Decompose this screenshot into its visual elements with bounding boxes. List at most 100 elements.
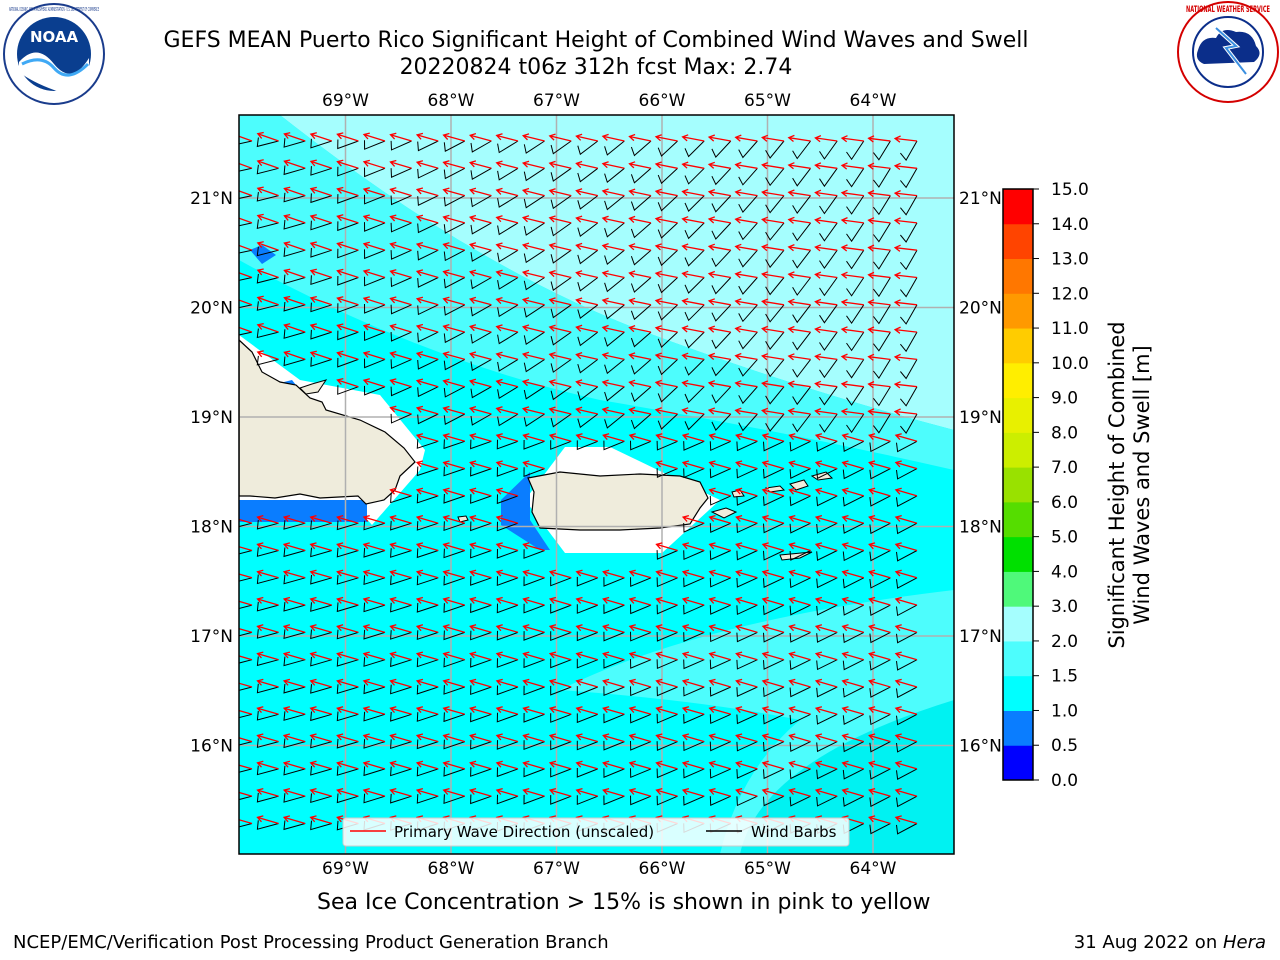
wind-barb bbox=[470, 413, 492, 426]
wave-direction-arrow bbox=[548, 733, 572, 743]
map-plot-area bbox=[239, 115, 954, 854]
wind-barb bbox=[816, 440, 838, 452]
wind-barb bbox=[603, 686, 625, 697]
wave-direction-arrow bbox=[814, 326, 838, 334]
wind-barb bbox=[869, 631, 891, 644]
wind-barb bbox=[792, 359, 811, 378]
wind-barb bbox=[736, 495, 758, 506]
wind-barb bbox=[310, 520, 332, 530]
wave-direction-arrow bbox=[868, 460, 891, 470]
lat-tick-right: 16°N bbox=[959, 737, 1002, 757]
wave-field-lowest-w bbox=[239, 500, 367, 522]
wave-direction-arrow bbox=[814, 433, 838, 442]
wind-barb bbox=[819, 140, 838, 160]
wind-barb bbox=[283, 793, 306, 803]
wind-barb bbox=[310, 247, 332, 258]
wind-barb bbox=[630, 167, 652, 184]
wave-direction-arrow bbox=[708, 787, 731, 797]
wave-direction-arrow bbox=[788, 624, 811, 634]
wind-barb bbox=[523, 304, 545, 318]
wind-barb bbox=[630, 795, 652, 806]
wind-barb bbox=[816, 768, 838, 780]
wave-direction-arrow bbox=[602, 651, 625, 661]
wind-barb bbox=[523, 712, 545, 723]
wave-direction-arrow bbox=[787, 380, 811, 388]
wind-barb bbox=[239, 741, 253, 746]
wind-barb bbox=[684, 277, 705, 294]
wave-direction-arrow bbox=[894, 487, 918, 497]
wind-barb bbox=[869, 823, 891, 835]
wave-direction-arrow bbox=[681, 733, 705, 743]
wind-barb bbox=[416, 739, 439, 750]
wind-barb bbox=[711, 195, 732, 213]
wave-direction-arrow bbox=[415, 651, 439, 661]
wave-direction-arrow bbox=[282, 569, 306, 579]
wind-barb bbox=[390, 277, 412, 288]
wave-direction-arrow bbox=[814, 569, 838, 579]
wind-barb bbox=[497, 167, 519, 181]
wave-direction-arrow bbox=[389, 542, 412, 552]
wave-direction-arrow bbox=[575, 297, 598, 306]
wind-barb bbox=[550, 767, 572, 778]
wave-direction-arrow bbox=[522, 651, 545, 661]
wave-direction-arrow bbox=[256, 569, 279, 579]
wave-direction-arrow bbox=[442, 296, 465, 306]
wave-direction-arrow bbox=[389, 569, 412, 579]
wind-barb bbox=[256, 574, 279, 585]
wind-barb bbox=[684, 222, 705, 240]
wind-barb bbox=[310, 738, 332, 749]
wave-direction-arrow bbox=[495, 160, 519, 169]
wave-direction-arrow bbox=[761, 787, 785, 797]
wave-direction-arrow bbox=[868, 651, 891, 661]
wave-direction-arrow bbox=[840, 408, 864, 416]
wind-barb bbox=[792, 222, 811, 242]
wind-barb bbox=[576, 795, 598, 806]
wave-direction-arrow bbox=[601, 242, 625, 251]
wind-barb bbox=[900, 413, 918, 434]
colorbar-segment bbox=[1003, 571, 1033, 607]
wind-barb bbox=[363, 547, 386, 558]
wave-direction-arrow bbox=[681, 297, 705, 306]
wave-direction-arrow bbox=[495, 433, 519, 442]
colorbar-tick-label: 8.0 bbox=[1051, 423, 1078, 443]
wind-barb bbox=[789, 768, 811, 780]
wave-direction-arrow bbox=[548, 596, 572, 606]
lon-tick-top: 66°W bbox=[639, 91, 686, 111]
wave-direction-arrow bbox=[442, 733, 465, 743]
wind-barb bbox=[283, 329, 306, 339]
wind-barb bbox=[630, 659, 652, 669]
noaa-logo-text: NOAA bbox=[30, 28, 79, 46]
wave-direction-arrow bbox=[788, 651, 811, 661]
wave-direction-arrow bbox=[601, 215, 625, 224]
wind-barb bbox=[816, 686, 838, 698]
colorbar-tick-label: 4.0 bbox=[1051, 562, 1078, 582]
wave-direction-arrow bbox=[415, 132, 439, 142]
wave-direction-arrow bbox=[761, 678, 785, 688]
wind-barb bbox=[657, 386, 678, 403]
wave-direction-arrow bbox=[735, 569, 758, 579]
wave-direction-arrow bbox=[442, 514, 465, 524]
wave-direction-arrow bbox=[868, 815, 891, 825]
wave-direction-arrow bbox=[602, 596, 625, 606]
wind-barb bbox=[470, 277, 492, 290]
wave-direction-arrow bbox=[362, 733, 386, 743]
wind-barb bbox=[443, 222, 466, 234]
wind-barb bbox=[711, 140, 732, 158]
wind-barb bbox=[337, 330, 359, 341]
colorbar-tick-label: 15.0 bbox=[1051, 180, 1089, 200]
wave-direction-arrow bbox=[814, 706, 838, 715]
wave-direction-arrow bbox=[602, 787, 625, 797]
wave-direction-arrow bbox=[681, 514, 705, 524]
wind-barb bbox=[310, 820, 332, 831]
wind-barb bbox=[256, 301, 279, 311]
wind-barb bbox=[239, 222, 253, 227]
colorbar-segment bbox=[1003, 362, 1033, 399]
wave-direction-arrow bbox=[841, 460, 864, 470]
wave-direction-arrow bbox=[521, 269, 545, 279]
wind-barb bbox=[842, 713, 865, 725]
wind-barb bbox=[470, 521, 492, 532]
wave-direction-arrow bbox=[708, 460, 731, 470]
wave-direction-arrow bbox=[894, 514, 918, 524]
wave-direction-arrow bbox=[495, 596, 519, 606]
wind-barb bbox=[550, 331, 572, 346]
